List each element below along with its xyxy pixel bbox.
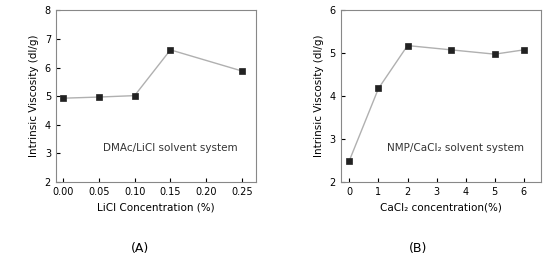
Y-axis label: Intrinsic Viscosity (dl/g): Intrinsic Viscosity (dl/g) <box>29 35 39 158</box>
Y-axis label: Intrinsic Viscosity (dl/g): Intrinsic Viscosity (dl/g) <box>314 35 324 158</box>
X-axis label: LiCl Concentration (%): LiCl Concentration (%) <box>97 203 215 212</box>
Text: (B): (B) <box>410 242 427 255</box>
Text: DMAc/LiCl solvent system: DMAc/LiCl solvent system <box>103 143 238 153</box>
Text: NMP/CaCl₂ solvent system: NMP/CaCl₂ solvent system <box>387 143 523 153</box>
X-axis label: CaCl₂ concentration(%): CaCl₂ concentration(%) <box>380 203 502 212</box>
Text: (A): (A) <box>131 242 148 255</box>
